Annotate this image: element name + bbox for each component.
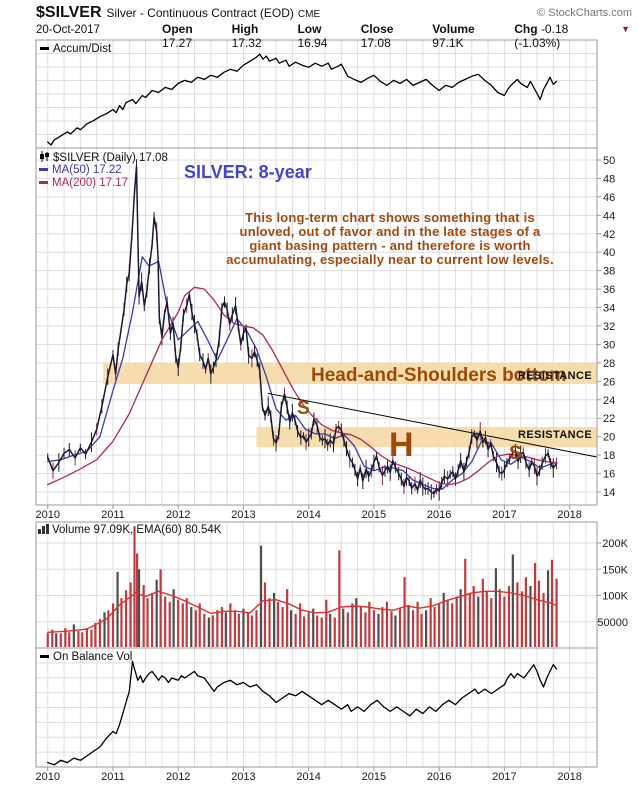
svg-text:28: 28 (603, 358, 615, 370)
annotation-head-and-shoulders: Head-and-Shoulders bottom (311, 365, 567, 386)
svg-text:20: 20 (603, 432, 615, 444)
quote-close-value: 17.08 (360, 36, 391, 50)
svg-text:50: 50 (603, 155, 615, 167)
svg-text:2013: 2013 (231, 771, 255, 783)
svg-text:2011: 2011 (101, 771, 125, 783)
quote-change-value: -0.18 (-1.03%) (514, 22, 569, 50)
svg-text:2016: 2016 (427, 771, 451, 783)
svg-text:30: 30 (603, 339, 615, 351)
svg-text:2012: 2012 (166, 509, 190, 521)
svg-text:14: 14 (603, 487, 615, 499)
svg-text:2013: 2013 (231, 509, 255, 521)
quote-line: 20-Oct-2017 Open 17.27 High 17.32 Low 16… (36, 22, 631, 50)
price-legend-ma200: MA(200) 17.17 (39, 177, 128, 190)
resistance-label-lower: RESISTANCE (518, 429, 593, 441)
ticker-symbol: $SILVER (36, 4, 102, 21)
price-legend-ma50: MA(50) 17.22 (39, 164, 122, 177)
quote-change: Chg -0.18 (-1.03%) (514, 22, 612, 50)
svg-text:36: 36 (603, 284, 615, 296)
volume-legend: Volume 97.09K, EMA(60) 80.54K (38, 524, 221, 537)
quote-open-label: Open (162, 22, 193, 36)
obv-legend: On Balance Vol (40, 651, 132, 664)
accumdist-legend-label: Accum/Dist (53, 43, 112, 55)
quote-close: Close 17.08 (361, 22, 424, 50)
quote-low-value: 16.94 (297, 36, 328, 50)
obv-legend-label: On Balance Vol (53, 651, 133, 663)
svg-text:150K: 150K (602, 564, 628, 576)
resistance-label-upper: RESISTANCE (518, 370, 593, 382)
candlestick-icon (40, 151, 49, 162)
ma200-dash-icon (39, 181, 48, 184)
quote-low: Low 16.94 (297, 22, 351, 50)
line-dash-icon (40, 47, 49, 50)
quote-volume: Volume 97.1K (432, 22, 505, 50)
svg-text:2010: 2010 (35, 771, 59, 783)
svg-text:48: 48 (603, 173, 615, 185)
quote-high-label: High (231, 22, 259, 36)
svg-text:46: 46 (603, 192, 615, 204)
quote-low-label: Low (297, 22, 322, 36)
svg-text:38: 38 (603, 266, 615, 278)
svg-text:100K: 100K (602, 591, 628, 603)
svg-text:32: 32 (603, 321, 615, 333)
quote-close-label: Close (360, 22, 394, 36)
volume-legend-label: Volume 97.09K, EMA(60) 80.54K (52, 524, 222, 536)
line-dash-icon (40, 655, 49, 658)
instrument-name: Silver - Continuous Contract (EOD) (106, 6, 294, 20)
head-label: H (389, 426, 414, 464)
accumdist-legend: Accum/Dist (40, 43, 111, 56)
svg-text:2014: 2014 (296, 509, 320, 521)
svg-text:2011: 2011 (101, 509, 125, 521)
ma50-dash-icon (39, 168, 48, 171)
svg-text:34: 34 (603, 303, 615, 315)
svg-text:44: 44 (603, 210, 615, 222)
quote-volume-label: Volume (432, 22, 475, 36)
quote-open: Open 17.27 (162, 22, 223, 50)
svg-text:2018: 2018 (557, 771, 581, 783)
down-triangle-icon[interactable]: ▼ (621, 24, 631, 34)
svg-text:2017: 2017 (492, 771, 516, 783)
svg-text:40: 40 (603, 247, 615, 259)
right-shoulder-label: S (509, 443, 522, 464)
price-legend-symbol: $SILVER (Daily) 17.08 (39, 151, 168, 165)
svg-text:24: 24 (603, 395, 615, 407)
quote-high-value: 17.32 (231, 36, 262, 50)
quote-open-value: 17.27 (162, 36, 193, 50)
svg-text:2012: 2012 (166, 771, 190, 783)
svg-text:18: 18 (603, 450, 615, 462)
price-legend-ma50-label: MA(50) 17.22 (52, 164, 122, 176)
svg-text:2017: 2017 (492, 509, 516, 521)
chart-header: $SILVER Silver - Continuous Contract (EOD… (36, 4, 632, 22)
svg-text:2016: 2016 (427, 509, 451, 521)
price-legend-symbol-label: $SILVER (Daily) 17.08 (53, 152, 168, 164)
exchange-label: CME (297, 9, 321, 20)
annotation-title: SILVER: 8-year (184, 162, 312, 182)
svg-text:2010: 2010 (35, 509, 59, 521)
svg-text:200K: 200K (602, 538, 628, 550)
svg-text:2015: 2015 (362, 771, 386, 783)
svg-text:2018: 2018 (557, 509, 581, 521)
svg-text:2015: 2015 (362, 509, 386, 521)
svg-text:16: 16 (603, 469, 615, 481)
volume-bars-icon (38, 524, 49, 534)
svg-text:26: 26 (603, 376, 615, 388)
svg-text:42: 42 (603, 229, 615, 241)
chart-date: 20-Oct-2017 (36, 24, 100, 36)
quote-change-label: Chg (514, 22, 538, 36)
quote-high: High 17.32 (232, 22, 289, 50)
svg-text:2014: 2014 (296, 771, 320, 783)
price-legend-ma200-label: MA(200) 17.17 (52, 177, 129, 189)
left-shoulder-label: S (297, 398, 310, 419)
annotation-paragraph: This long-term chart shows something tha… (226, 210, 554, 267)
svg-text:50000: 50000 (597, 617, 628, 629)
copyright-label: © StockCharts.com (537, 7, 632, 19)
quote-volume-value: 97.1K (432, 36, 464, 50)
svg-text:22: 22 (603, 413, 615, 425)
